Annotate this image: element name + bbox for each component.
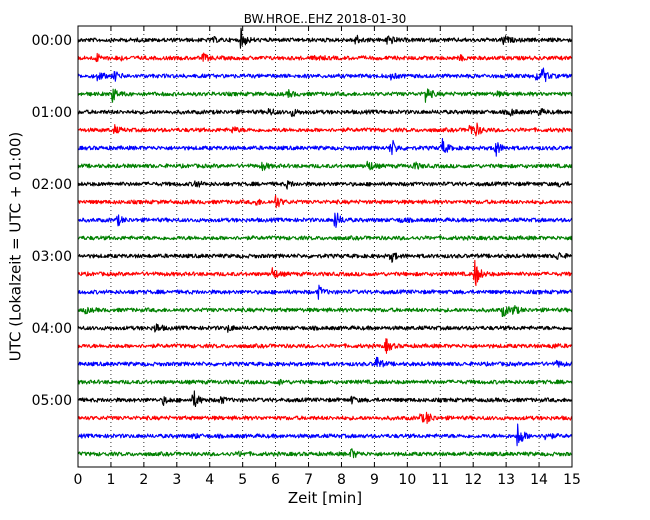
trace-line: [77, 323, 573, 333]
trace-line: [77, 259, 573, 287]
trace-group: [77, 27, 573, 459]
trace-line: [77, 304, 573, 318]
trace-line: [77, 138, 573, 157]
y-tick-label: 02:00: [32, 177, 72, 193]
x-tick-label: 2: [139, 472, 148, 488]
trace-line: [77, 212, 573, 228]
trace-line: [77, 180, 573, 190]
trace-line: [77, 108, 573, 118]
trace-line: [77, 122, 572, 137]
y-tick-label: 00:00: [32, 33, 72, 49]
x-tick-label: 9: [370, 472, 379, 488]
x-tick-label: 5: [238, 472, 247, 488]
trace-line: [77, 67, 573, 83]
trace-line: [77, 194, 573, 209]
trace-line: [77, 423, 573, 447]
trace-line: [77, 448, 573, 459]
trace-line: [77, 52, 573, 63]
x-tick-label: 10: [398, 472, 416, 488]
x-tick-label: 11: [431, 472, 449, 488]
trace-line: [77, 356, 573, 368]
trace-line: [77, 411, 573, 425]
axis-ticks: 0 1 2 3 4 5 6 7 8 9 10 11 12 13 14 1500:0001:0002:0003:…: [32, 26, 581, 488]
trace-line: [77, 88, 573, 103]
trace-line: [77, 252, 573, 263]
x-tick-label: 12: [464, 472, 482, 488]
x-tick-label: 3: [172, 472, 181, 488]
chart-title: BW.HROE..EHZ 2018-01-30: [244, 12, 407, 26]
grid-lines: [110, 26, 540, 467]
trace-line: [77, 27, 573, 49]
x-tick-label: 6: [271, 472, 280, 488]
y-axis-label: UTC (Lokalzeit = UTC + 01:00): [6, 132, 24, 362]
x-tick-label: 4: [205, 472, 214, 488]
y-tick-label: 03:00: [32, 249, 72, 265]
x-tick-label: 15: [563, 472, 581, 488]
trace-line: [77, 284, 573, 300]
x-tick-label: 14: [530, 472, 548, 488]
y-tick-label: 04:00: [32, 321, 72, 337]
y-tick-label: 05:00: [32, 393, 72, 409]
x-tick-label: 1: [106, 472, 115, 488]
x-tick-label: 7: [304, 472, 313, 488]
y-tick-label: 01:00: [32, 105, 72, 121]
x-axis-label: Zeit [min]: [288, 489, 362, 507]
trace-line: [77, 378, 573, 386]
trace-line: [77, 235, 573, 241]
trace-line: [77, 390, 573, 408]
plot-frame: [77, 25, 573, 468]
trace-line: [77, 338, 573, 354]
x-tick-label: 8: [337, 472, 346, 488]
trace-line: [77, 160, 573, 172]
x-tick-label: 13: [497, 472, 515, 488]
x-tick-label: 0: [74, 472, 83, 488]
